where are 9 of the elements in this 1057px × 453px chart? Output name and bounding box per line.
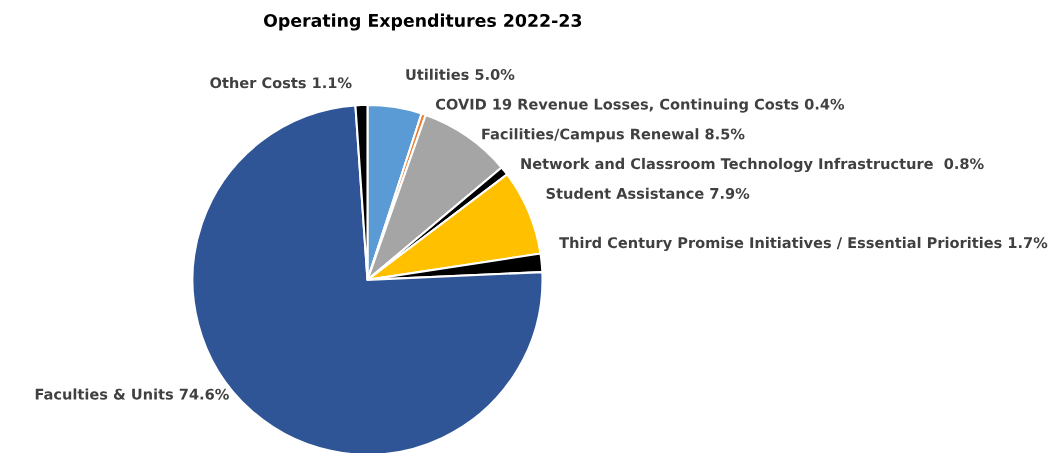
slice-label: Third Century Promise Initiatives / Essential Priorities 1.7% <box>559 236 1048 252</box>
slice-label: Utilities 5.0% <box>406 68 515 81</box>
slice-label: Faculties & Units 74.6% <box>35 388 229 400</box>
slice-label: COVID 19 Revenue Losses, Continuing Costs 0.4% <box>435 98 845 113</box>
slice-label: Other Costs 1.1% <box>210 77 352 89</box>
chart-title: Operating Expenditures 2022-23 <box>263 13 582 31</box>
slice-label: Student Assistance 7.9% <box>546 187 750 199</box>
slice-label: Facilities/Campus Renewal 8.5% <box>482 128 745 143</box>
slice-label: Network and Classroom Technology Infrastructure 0.8% <box>521 157 984 173</box>
